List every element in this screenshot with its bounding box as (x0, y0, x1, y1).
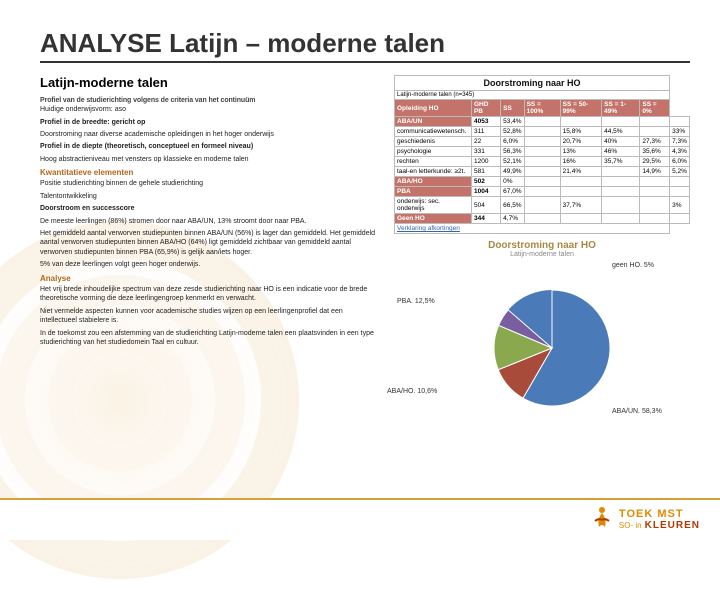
table-row: communicatiewetensch.31152,8%15,8%44,5%3… (395, 127, 690, 137)
analyse-hd: Analyse (40, 274, 380, 283)
table-row: onderwijs: sec. onderwijs50466,5%37,7%3% (395, 197, 690, 214)
table-col: GHD PB (471, 100, 500, 117)
talent: Talentontwikkeling (40, 192, 380, 201)
doorstroming-table: Doorstroming naar HO Latijn-moderne tale… (394, 75, 690, 234)
doorstroom-hd: Doorstroom en successcore (40, 204, 380, 213)
profiel1-txt: Doorstroming naar diverse academische op… (40, 130, 380, 139)
table-row: psychologie33156,3%13%46%35,6%4,3% (395, 147, 690, 157)
table-row: rechten120052,1%16%35,7%29,5%6,0% (395, 157, 690, 167)
door1: De meeste leerlingen (86%) stromen door … (40, 217, 380, 226)
huidige: Huidige onderwijsvorm: aso (40, 105, 380, 114)
pie-label: geen HO. 5% (612, 262, 654, 269)
table-col: Opleiding HO (395, 100, 472, 117)
pie-label: ABA/UN. 58,3% (612, 408, 662, 415)
pie-label: ABA/HO. 10,6% (387, 388, 437, 395)
pie-chart: geen HO. 5%PBA. 12,5%ABA/HO. 10,6%ABA/UN… (402, 258, 682, 428)
table-row: taal-en letterkunde: ≥2t.58149,9%21,4%14… (395, 167, 690, 177)
analyse3: In de toekomst zou een afstemming van de… (40, 329, 380, 348)
profiel1: Profiel in de breedte: gericht op (40, 118, 380, 127)
table-title: Doorstroming naar HO (395, 76, 670, 91)
table-sub: Latijn-moderne talen (n=345) (395, 91, 670, 100)
chart-title: Doorstroming naar HO (394, 240, 690, 251)
profiel2-txt: Hoog abstractieniveau met vensters op kl… (40, 155, 380, 164)
table-row: PBA100467,0% (395, 187, 690, 197)
analyse1: Het vrij brede inhoudelijke spectrum van… (40, 285, 380, 304)
logo: TOEK MST SO- in KLEUREN (589, 505, 700, 535)
logo-line1: TOEK MST (619, 509, 700, 520)
table-col: SS = 1-49% (602, 100, 640, 117)
logo-icon (589, 505, 615, 535)
chart-sub: Latijn-moderne talen (394, 251, 690, 258)
kwant-hd: Kwantitatieve elementen (40, 168, 380, 177)
analyse2: Niet vermelde aspecten kunnen voor acade… (40, 307, 380, 326)
profiel-heading: Profiel van de studierichting volgens de… (40, 96, 380, 105)
pie-label: PBA. 12,5% (397, 298, 435, 305)
positie: Positie studierichting binnen de gehele … (40, 179, 380, 188)
table-row: geschiedenis226,0%20,7%40%27,3%7,3% (395, 137, 690, 147)
logo-line2: KLEUREN (645, 520, 700, 531)
logo-so: SO- in (619, 521, 642, 530)
table-col: SS (501, 100, 524, 117)
subtitle: Latijn-moderne talen (40, 75, 380, 90)
table-row: ABA/HO5020% (395, 177, 690, 187)
table-col: SS = 100% (524, 100, 560, 117)
table-col: SS = 0% (640, 100, 670, 117)
door3: 5% van deze leerlingen volgt geen hoger … (40, 260, 380, 269)
table-row: Geen HO3444,7% (395, 214, 690, 224)
table-col: SS = 50-99% (560, 100, 601, 117)
table-row: ABA/UN405353,4% (395, 117, 690, 127)
profiel2: Profiel in de diepte (theoretisch, conce… (40, 142, 380, 151)
door2: Het gemiddeld aantal verworven studiepun… (40, 229, 380, 257)
table-footer-link[interactable]: Verklaring afkortingen (395, 224, 670, 234)
page-title: ANALYSE Latijn – moderne talen (40, 28, 690, 63)
